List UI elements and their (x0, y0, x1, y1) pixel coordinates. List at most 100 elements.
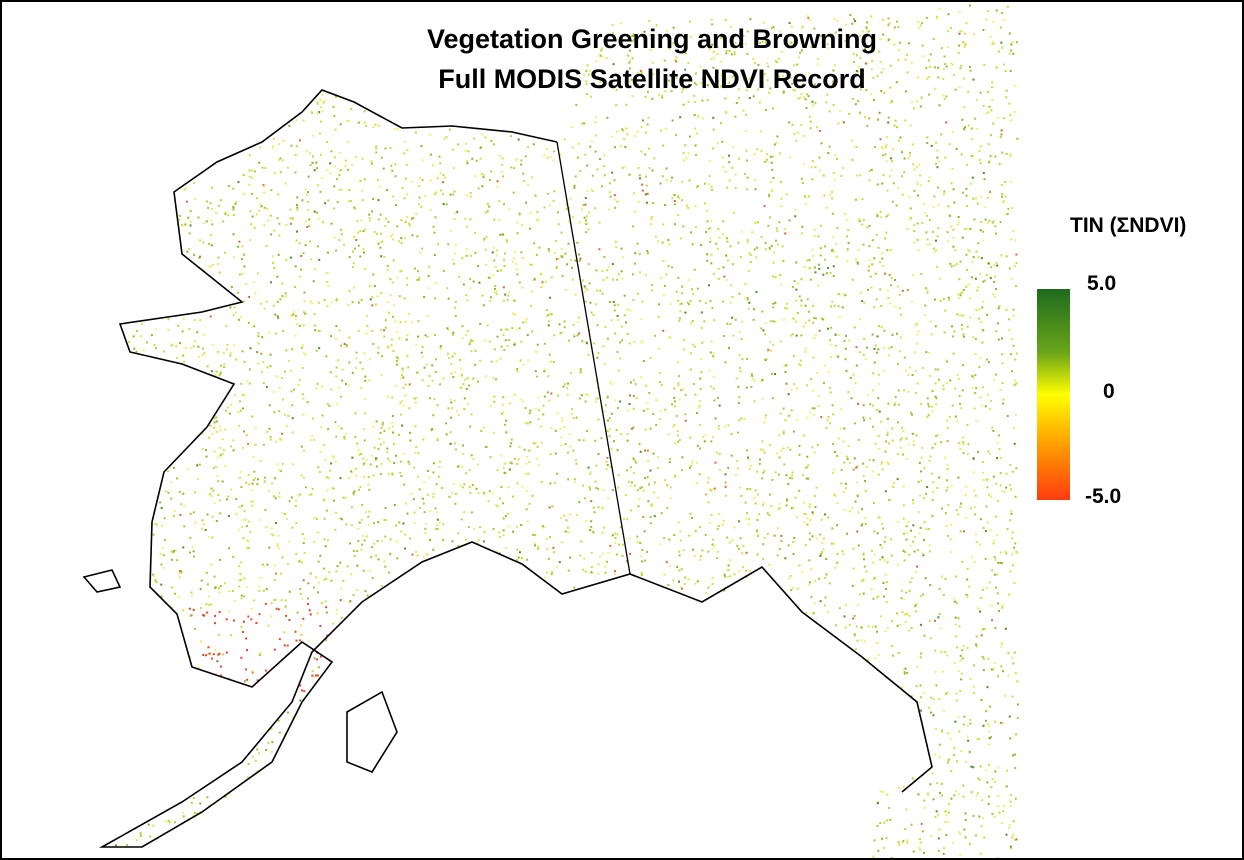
ndvi-pixel (844, 358, 847, 361)
ndvi-pixel (959, 67, 962, 70)
ndvi-pixel (530, 176, 533, 179)
ndvi-pixel (987, 143, 990, 146)
ndvi-pixel (307, 208, 310, 211)
ndvi-pixel (386, 395, 389, 398)
ndvi-pixel (240, 579, 243, 582)
ndvi-pixel (699, 377, 702, 380)
ndvi-pixel (993, 280, 996, 283)
ndvi-pixel (415, 550, 418, 553)
ndvi-pixel (362, 569, 365, 572)
ndvi-pixel (847, 229, 850, 232)
ndvi-pixel (232, 439, 235, 442)
ndvi-pixel (563, 514, 566, 517)
ndvi-pixel (426, 335, 429, 338)
ndvi-pixel (400, 460, 403, 463)
ndvi-pixel (268, 404, 271, 407)
ndvi-pixel (1008, 52, 1011, 55)
ndvi-pixel (507, 486, 510, 489)
ndvi-pixel (696, 287, 699, 290)
ndvi-pixel (918, 461, 921, 464)
ndvi-pixel (302, 449, 305, 452)
ndvi-pixel (598, 248, 601, 251)
ndvi-pixel (1003, 491, 1006, 494)
ndvi-pixel (550, 392, 553, 395)
ndvi-pixel (944, 309, 947, 312)
ndvi-pixel (708, 369, 711, 372)
ndvi-pixel (700, 82, 703, 85)
ndvi-pixel (589, 145, 592, 148)
ndvi-pixel (276, 544, 279, 547)
ndvi-pixel (484, 211, 487, 214)
ndvi-pixel (575, 416, 578, 419)
ndvi-pixel (433, 193, 436, 196)
ndvi-pixel (548, 204, 551, 207)
ndvi-pixel (361, 504, 364, 507)
ndvi-pixel (212, 489, 215, 492)
ndvi-pixel (640, 376, 643, 379)
ndvi-pixel (936, 782, 939, 785)
ndvi-pixel (960, 672, 963, 675)
ndvi-pixel (996, 675, 999, 678)
ndvi-pixel (199, 319, 202, 322)
ndvi-pixel (482, 426, 485, 429)
ndvi-pixel (416, 235, 419, 238)
ndvi-pixel (907, 520, 910, 523)
ndvi-pixel (942, 852, 945, 855)
ndvi-pixel (886, 417, 889, 420)
ndvi-pixel (1005, 785, 1008, 788)
ndvi-pixel (958, 11, 961, 14)
ndvi-pixel (603, 256, 606, 259)
ndvi-pixel (333, 207, 336, 210)
ndvi-pixel (955, 148, 958, 151)
ndvi-pixel (410, 493, 413, 496)
ndvi-pixel (845, 369, 848, 372)
ndvi-pixel (613, 146, 616, 149)
ndvi-pixel (794, 79, 797, 82)
ndvi-pixel (170, 497, 173, 500)
ndvi-pixel (928, 706, 931, 709)
ndvi-pixel (263, 307, 266, 310)
ndvi-pixel (439, 162, 442, 165)
ndvi-pixel (595, 303, 598, 306)
ndvi-pixel (668, 565, 671, 568)
ndvi-pixel (330, 150, 333, 153)
ndvi-pixel (910, 101, 913, 104)
ndvi-pixel (866, 288, 869, 291)
ndvi-pixel (689, 300, 692, 303)
ndvi-pixel (256, 197, 259, 200)
ndvi-pixel (1001, 46, 1004, 49)
ndvi-pixel (299, 559, 302, 562)
ndvi-pixel (843, 461, 846, 464)
ndvi-pixel (607, 265, 610, 268)
ndvi-pixel (762, 503, 765, 506)
ndvi-pixel (886, 561, 889, 564)
ndvi-pixel (948, 803, 951, 806)
ndvi-pixel (913, 168, 916, 171)
ndvi-pixel (333, 236, 336, 239)
ndvi-pixel (840, 469, 843, 472)
ndvi-pixel (872, 578, 875, 581)
ndvi-pixel (959, 30, 962, 33)
ndvi-pixel (368, 217, 371, 220)
ndvi-pixel (251, 504, 254, 507)
nunivak-island (82, 569, 122, 593)
ndvi-pixel (646, 476, 649, 479)
ndvi-pixel (960, 750, 963, 753)
ndvi-pixel (722, 233, 725, 236)
ndvi-pixel (621, 256, 624, 259)
ndvi-pixel (948, 214, 951, 217)
ndvi-pixel (524, 155, 527, 158)
ndvi-pixel (391, 414, 394, 417)
ndvi-pixel (269, 438, 272, 441)
ndvi-pixel (972, 471, 975, 474)
ndvi-pixel (679, 116, 682, 119)
ndvi-pixel (281, 159, 284, 162)
ndvi-pixel (982, 280, 985, 283)
ndvi-pixel (976, 792, 979, 795)
ndvi-pixel (677, 569, 680, 572)
ndvi-pixel (548, 536, 551, 539)
ndvi-pixel (710, 340, 713, 343)
ndvi-pixel (855, 54, 858, 57)
ndvi-pixel (235, 513, 238, 516)
ndvi-pixel (615, 89, 618, 92)
